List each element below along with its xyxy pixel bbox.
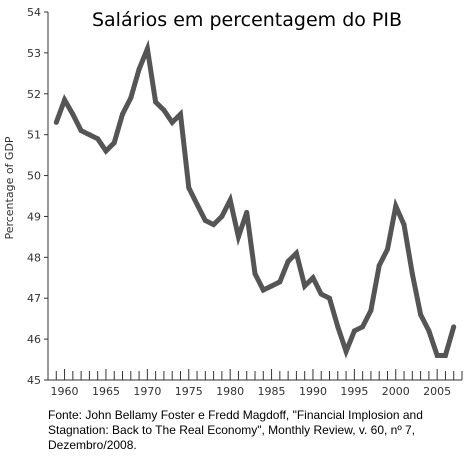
data-point: [293, 250, 299, 256]
data-point: [318, 291, 324, 297]
data-point: [95, 136, 101, 142]
data-point: [451, 324, 457, 330]
data-point: [136, 66, 142, 72]
data-point: [360, 324, 366, 330]
data-point: [194, 201, 200, 207]
source-line-1: Fonte: John Bellamy Foster e Fredd Magdo…: [48, 408, 423, 422]
data-point: [418, 312, 424, 318]
data-point: [235, 234, 241, 240]
source-line-2: Stagnation: Back to The Real Economy", M…: [48, 423, 416, 437]
x-tick-label: 2000: [382, 385, 410, 398]
data-point: [227, 197, 233, 203]
x-tick-label: 2005: [423, 385, 451, 398]
data-point: [343, 348, 349, 354]
y-tick-label: 49: [27, 210, 41, 223]
x-tick-label: 1980: [216, 385, 244, 398]
y-tick-label: 54: [27, 6, 41, 19]
y-tick-label: 53: [27, 47, 41, 60]
data-point: [86, 132, 92, 138]
data-point: [219, 213, 225, 219]
data-point: [376, 263, 382, 269]
data-point: [169, 119, 175, 125]
data-point: [177, 111, 183, 117]
y-tick-label: 46: [27, 333, 41, 346]
data-point: [128, 95, 134, 101]
series-layer: [53, 39, 457, 359]
data-point: [111, 140, 117, 146]
x-tick-label: 1985: [258, 385, 286, 398]
y-axis-label: Percentage of GDP: [3, 136, 16, 239]
data-point: [368, 307, 374, 313]
data-point: [211, 222, 217, 228]
data-point: [186, 185, 192, 191]
data-point: [335, 324, 341, 330]
y-axis-ticks: 45 46 47 48 49 50 51 52 53 54: [27, 6, 48, 387]
data-point: [384, 246, 390, 252]
data-point: [70, 111, 76, 117]
y-tick-label: 45: [27, 374, 41, 387]
data-point: [62, 97, 68, 103]
y-tick-label: 47: [27, 292, 41, 305]
y-tick-label: 50: [27, 170, 41, 183]
data-point: [434, 352, 440, 358]
x-tick-label: 1995: [340, 385, 368, 398]
data-point: [426, 328, 432, 334]
data-point: [153, 99, 159, 105]
data-point: [442, 352, 448, 358]
data-point: [53, 119, 59, 125]
x-axis-ticks: 1960 1965 1970 1975 1980 1985 1990 1995 2000 2005: [47, 369, 463, 398]
series-line: [53, 39, 457, 359]
data-point: [103, 148, 109, 154]
data-point: [269, 283, 275, 289]
x-tick-label: 1975: [175, 385, 203, 398]
data-point: [277, 279, 283, 285]
data-point: [202, 218, 208, 224]
data-point: [327, 295, 333, 301]
data-point: [302, 283, 308, 289]
y-tick-label: 52: [27, 88, 41, 101]
data-point: [78, 128, 84, 134]
data-point: [351, 328, 357, 334]
chart-title: Salários em percentagem do PIB: [92, 9, 402, 31]
data-point: [310, 275, 316, 281]
data-point: [393, 203, 399, 209]
data-point: [285, 258, 291, 264]
x-tick-label: 1965: [92, 385, 120, 398]
data-point: [244, 209, 250, 215]
source-line-3: Dezembro/2008.: [48, 438, 137, 452]
data-point: [161, 107, 167, 113]
x-tick-label: 1960: [51, 385, 79, 398]
data-point: [401, 222, 407, 228]
data-point: [409, 271, 415, 277]
y-tick-label: 48: [27, 251, 41, 264]
source-note: Fonte: John Bellamy Foster e Fredd Magdo…: [48, 408, 466, 453]
x-tick-label: 1990: [299, 385, 327, 398]
data-point: [144, 46, 150, 52]
y-tick-label: 51: [27, 129, 41, 142]
data-point: [252, 271, 258, 277]
data-point: [260, 287, 266, 293]
x-tick-label: 1970: [133, 385, 161, 398]
data-point: [120, 111, 126, 117]
